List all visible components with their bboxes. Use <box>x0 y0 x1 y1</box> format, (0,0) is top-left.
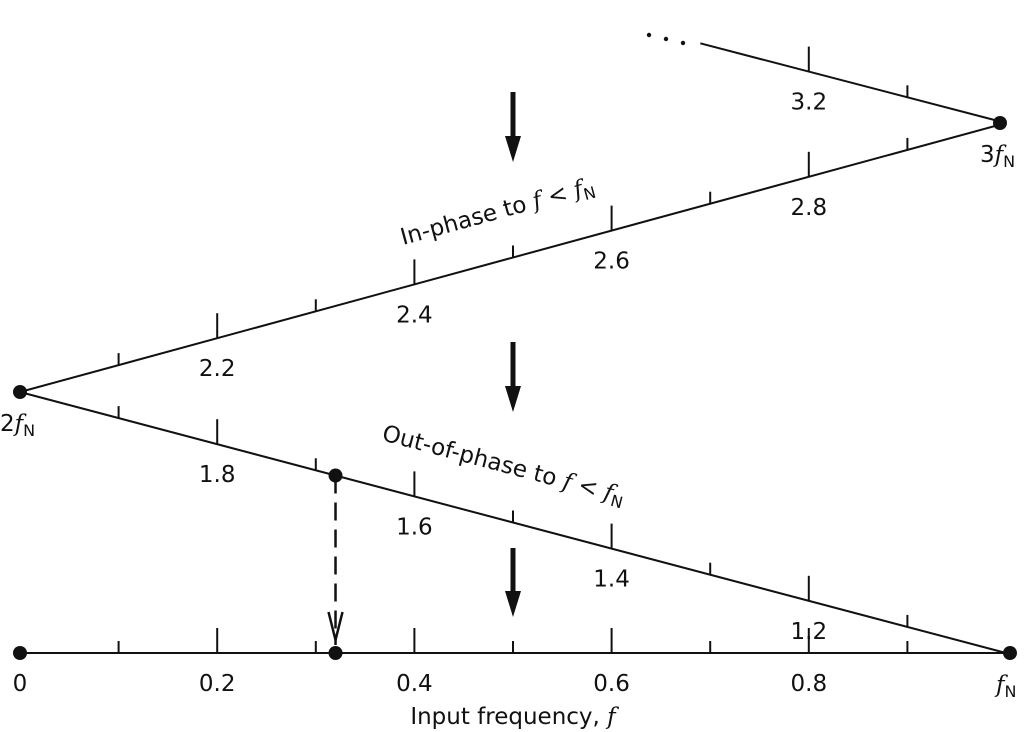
tick-label: 3.2 <box>791 90 828 116</box>
node-label-2fN: 2fN <box>0 411 35 440</box>
out-of-phase-label: Out-of-phase to f < fN <box>379 421 628 513</box>
node-dot <box>13 385 27 399</box>
tick-label: 1.8 <box>199 462 236 488</box>
tick-label: 1.2 <box>791 619 828 645</box>
tick-label: 1.4 <box>593 567 630 593</box>
tick-label: 0.6 <box>593 671 630 697</box>
tick-label: 0.8 <box>791 671 828 697</box>
tick-labels: 0 0.2 0.4 0.6 0.8 1.2 1.4 1.6 1.8 2.2 2.4 2.6 2.8 3.2 <box>13 90 827 697</box>
node-label-fN: fN <box>994 672 1016 701</box>
down-arrow-icon <box>505 92 521 162</box>
alias-projection-arrow <box>327 475 344 645</box>
continuation-dots <box>646 32 686 46</box>
axis-title: Input frequency, f <box>410 704 619 730</box>
tick-label: 0 <box>13 671 28 697</box>
down-arrow-icon <box>505 548 521 617</box>
tick-label: 1.6 <box>396 514 433 540</box>
node-dots <box>13 116 1017 660</box>
node-dot <box>993 116 1007 130</box>
node-dot <box>13 646 27 660</box>
tick-label: 2.8 <box>791 195 828 221</box>
down-arrow-icon <box>505 342 521 412</box>
tick-label: 0.4 <box>396 671 433 697</box>
tick-label: 2.4 <box>396 302 433 328</box>
tick-label: 0.2 <box>199 671 236 697</box>
tick-marks <box>117 46 909 653</box>
node-dot <box>1003 646 1017 660</box>
node-label-3fN: 3fN <box>980 142 1015 171</box>
aliased-frequency-dot <box>328 646 343 660</box>
upper-segment <box>700 42 1007 124</box>
tick-label: 2.2 <box>199 356 236 382</box>
tick-label: 2.6 <box>593 249 630 275</box>
